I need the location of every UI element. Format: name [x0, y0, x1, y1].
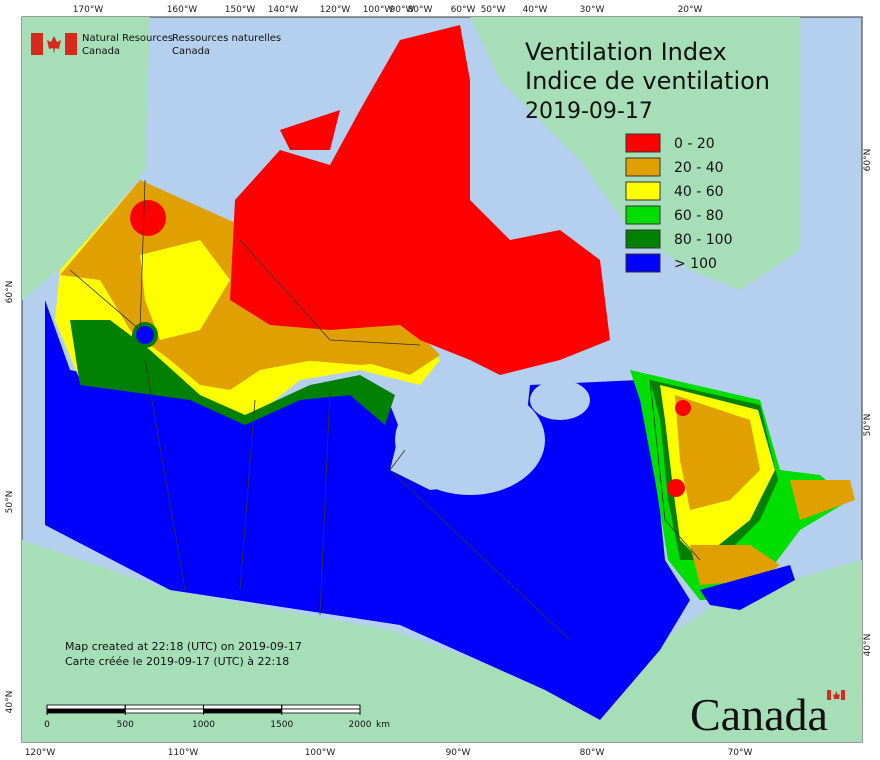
graticule-label: 50°W: [481, 5, 506, 15]
scale-unit: km: [376, 720, 390, 730]
agency-fr: Canada: [172, 46, 210, 57]
graticule-label: 140°W: [268, 5, 299, 15]
legend-label: 20 - 40: [674, 160, 724, 176]
scale-segment: [124, 708, 204, 714]
note: Carte créée le 2019-09-17 (UTC) à 22:18: [65, 655, 289, 668]
graticule-label: 80°W: [580, 748, 605, 758]
legend-label: 40 - 60: [674, 184, 724, 200]
scale-segment: [281, 708, 361, 714]
agency-en: Canada: [82, 46, 120, 57]
agency-en: Natural Resources: [82, 33, 173, 44]
graticule-label: 150°W: [225, 5, 256, 15]
graticule-label: 120°W: [320, 5, 351, 15]
scale-label: 2000: [349, 720, 372, 730]
graticule-label: 40°W: [523, 5, 548, 15]
legend-label: 80 - 100: [674, 232, 733, 248]
graticule-label: 60°W: [451, 5, 476, 15]
scale-segment: [46, 704, 126, 710]
legend-swatch: [625, 133, 661, 153]
graticule-label: 90°W: [390, 5, 415, 15]
legend-swatch: [625, 253, 661, 273]
graticule-label: 50°N: [5, 491, 15, 514]
agency-fr: Ressources naturelles: [172, 33, 281, 44]
graticule-label: 20°W: [678, 5, 703, 15]
province-borders: [69, 179, 701, 641]
land: [22, 17, 862, 742]
graticule-label: 60°N: [5, 281, 15, 304]
agency-signature: Natural Resources Canada Ressources natu…: [31, 33, 281, 57]
graticule-label: 90°W: [446, 748, 471, 758]
canada-wordmark: Canada: [690, 689, 828, 740]
legend-swatch: [625, 229, 661, 249]
legend-swatch: [625, 181, 661, 201]
graticule-label: 110°W: [168, 748, 199, 758]
scale-segment: [203, 704, 283, 710]
scale-segment: [46, 708, 126, 714]
graticule-label: 120°W: [25, 748, 56, 758]
scale-segment: [281, 704, 361, 710]
date: 2019-09-17: [525, 99, 653, 124]
scale-label: 1500: [270, 720, 293, 730]
graticule-label: 100°W: [305, 748, 336, 758]
graticule-label: 160°W: [167, 5, 198, 15]
legend-label: 60 - 80: [674, 208, 724, 224]
scale-label: 500: [117, 720, 134, 730]
graticule-label: 30°W: [580, 5, 605, 15]
wordmark: Canada: [690, 689, 845, 740]
graticule-label: 80°W: [408, 5, 433, 15]
graticule-label: 40°N: [5, 691, 15, 714]
legend-swatch: [625, 205, 661, 225]
title: Ventilation Index: [525, 38, 727, 66]
note: Map created at 22:18 (UTC) on 2019-09-17: [65, 640, 302, 653]
legend-label: 0 - 20: [674, 136, 715, 152]
graticule-label: 60°N: [863, 149, 873, 172]
scale-segment: [124, 704, 204, 710]
legend-label: > 100: [674, 256, 717, 272]
graticule-label: 40°N: [863, 634, 873, 657]
scale-segment: [203, 708, 283, 714]
title: Indice de ventilation: [525, 67, 770, 95]
graticule-label: 70°W: [728, 748, 753, 758]
legend-swatch: [625, 157, 661, 177]
graticule-label: 100°W: [363, 5, 394, 15]
scale-label: 0: [44, 720, 50, 730]
graticule-label: 50°N: [863, 414, 873, 437]
scale-label: 1000: [192, 720, 215, 730]
graticule-label: 170°W: [73, 5, 104, 15]
